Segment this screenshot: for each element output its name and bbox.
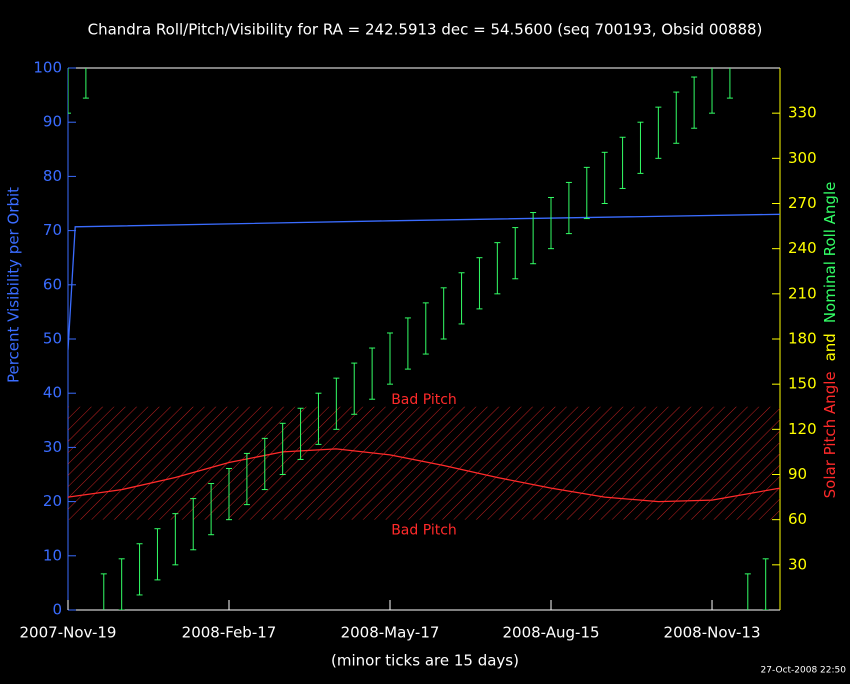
roll-error-bar bbox=[494, 242, 501, 295]
y2-tick-label: 210 bbox=[788, 284, 817, 302]
y-tick-label: 20 bbox=[43, 492, 62, 510]
y2-tick-label: 180 bbox=[788, 330, 817, 348]
y2-tick-label: 240 bbox=[788, 239, 817, 257]
y-tick-label: 10 bbox=[43, 546, 62, 564]
series-line bbox=[68, 213, 780, 350]
x-tick-label: 2008-May-17 bbox=[341, 624, 440, 642]
y2-label-part: Solar Pitch Angle bbox=[821, 371, 839, 498]
y-tick-label: 100 bbox=[33, 59, 62, 77]
roll-error-bar bbox=[565, 181, 572, 235]
roll-error-bar bbox=[691, 76, 698, 129]
roll-error-bar bbox=[226, 467, 233, 521]
y2-tick-label: 90 bbox=[788, 465, 807, 483]
timestamp: 27-Oct-2008 22:50 bbox=[761, 666, 847, 676]
roll-error-bar bbox=[333, 377, 340, 430]
y-tick-label: 80 bbox=[43, 167, 62, 185]
roll-error-bar bbox=[601, 151, 608, 204]
y2-tick-label: 270 bbox=[788, 194, 817, 212]
roll-error-bar bbox=[297, 407, 304, 460]
roll-error-bar bbox=[512, 227, 519, 280]
roll-error-bar bbox=[351, 362, 358, 415]
bad-pitch-label: Bad Pitch bbox=[391, 523, 457, 539]
roll-error-bar bbox=[530, 212, 537, 265]
y-tick-label: 70 bbox=[43, 221, 62, 239]
roll-error-bar bbox=[154, 528, 161, 581]
x-tick-label: 2008-Nov-13 bbox=[664, 624, 761, 642]
y2-label-part: Nominal Roll Angle bbox=[821, 182, 839, 324]
roll-error-bar bbox=[261, 437, 268, 491]
roll-error-bar bbox=[458, 272, 465, 325]
series-line bbox=[68, 448, 780, 503]
roll-error-bar bbox=[243, 452, 250, 506]
roll-error-bar bbox=[655, 106, 662, 159]
y-tick-label: 60 bbox=[43, 275, 62, 293]
y2-tick-label: 120 bbox=[788, 420, 817, 438]
y-tick-label: 30 bbox=[43, 438, 62, 456]
x-tick-label: 2008-Feb-17 bbox=[182, 624, 277, 642]
roll-error-bar bbox=[637, 121, 644, 174]
roll-error-bar bbox=[673, 91, 680, 144]
y-axis-label: Percent Visibility per Orbit bbox=[5, 187, 23, 383]
roll-error-bar bbox=[279, 422, 286, 475]
plot-area bbox=[68, 68, 780, 610]
roll-error-bar bbox=[68, 68, 71, 114]
y2-label-part: and bbox=[821, 333, 839, 361]
roll-error-bar bbox=[387, 332, 394, 385]
roll-error-bar bbox=[315, 392, 322, 445]
x-axis-label: (minor ticks are 15 days) bbox=[331, 652, 519, 670]
roll-error-bar bbox=[583, 166, 590, 220]
roll-error-bar bbox=[100, 573, 107, 610]
roll-error-bar bbox=[172, 513, 179, 566]
roll-error-bar bbox=[82, 68, 89, 99]
y2-tick-label: 150 bbox=[788, 375, 817, 393]
roll-error-bar bbox=[744, 573, 751, 610]
y2-tick-label: 300 bbox=[788, 149, 817, 167]
roll-error-bar bbox=[709, 68, 716, 114]
y-tick-label: 90 bbox=[43, 113, 62, 131]
roll-error-bar bbox=[422, 302, 429, 355]
bad-pitch-zone bbox=[68, 406, 780, 520]
roll-error-bar bbox=[619, 136, 626, 189]
roll-error-bar bbox=[136, 543, 143, 596]
roll-error-bar bbox=[118, 558, 125, 610]
roll-error-bar bbox=[726, 68, 733, 99]
y-tick-label: 0 bbox=[52, 601, 62, 619]
roll-error-bar bbox=[404, 317, 411, 370]
roll-error-bar bbox=[762, 558, 769, 610]
y2-tick-label: 30 bbox=[788, 555, 807, 573]
roll-error-bar bbox=[190, 498, 197, 551]
y-tick-label: 50 bbox=[43, 330, 62, 348]
x-tick-label: 2007-Nov-19 bbox=[20, 624, 117, 642]
roll-error-bar bbox=[369, 347, 376, 400]
roll-error-bar bbox=[208, 483, 215, 536]
y2-tick-label: 60 bbox=[788, 510, 807, 528]
y2-tick-label: 330 bbox=[788, 104, 817, 122]
chart-title: Chandra Roll/Pitch/Visibility for RA = 2… bbox=[88, 21, 763, 39]
bad-pitch-label: Bad Pitch bbox=[391, 392, 457, 408]
y2-axis-label: Solar Pitch Angle and Nominal Roll Angle bbox=[821, 182, 839, 499]
x-tick-label: 2008-Aug-15 bbox=[502, 624, 599, 642]
y-tick-label: 40 bbox=[43, 384, 62, 402]
roll-error-bar bbox=[440, 287, 447, 340]
roll-error-bar bbox=[476, 257, 483, 310]
roll-error-bar bbox=[548, 196, 555, 250]
